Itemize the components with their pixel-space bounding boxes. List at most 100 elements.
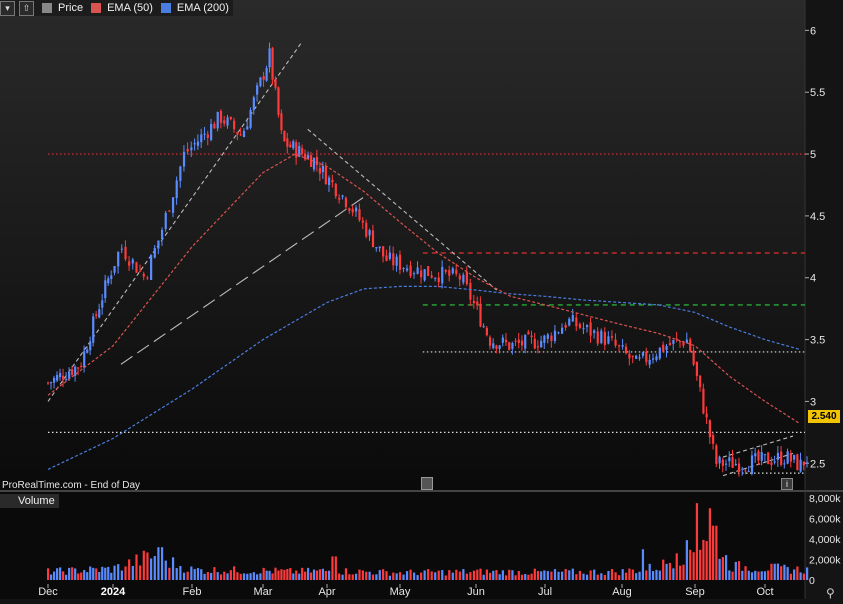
volume-bar-37	[168, 567, 171, 580]
x-tick-label-0: Dec	[38, 586, 58, 598]
candle-34	[157, 240, 160, 249]
candle-162	[582, 328, 585, 330]
volume-bar-100	[371, 574, 375, 580]
volume-bar-127	[465, 573, 468, 580]
volume-bar-31	[146, 552, 149, 580]
volume-bar-204	[724, 555, 728, 580]
x-tick-label-8: Aug	[612, 586, 632, 598]
candle-204	[724, 463, 728, 465]
volume-bar-101	[375, 574, 378, 580]
volume-bar-42	[186, 571, 189, 580]
candle-80	[306, 155, 310, 159]
info-icon[interactable]: i	[781, 478, 793, 490]
candle-109	[402, 267, 405, 270]
candle-181	[648, 359, 651, 365]
candle-115	[423, 269, 426, 281]
volume-bar-119	[437, 570, 440, 580]
volume-bar-48	[206, 572, 209, 580]
candle-62	[252, 97, 255, 111]
x-tick-label-2: Feb	[183, 586, 202, 598]
move-up-icon[interactable]: ⇧	[19, 0, 34, 16]
candle-195	[695, 361, 699, 377]
candle-169	[607, 336, 610, 344]
candle-100	[371, 230, 375, 247]
candle-74	[289, 144, 292, 148]
candle-103	[382, 246, 385, 257]
trend-line-2	[307, 128, 498, 291]
volume-bar-186	[665, 563, 668, 580]
candle-3	[56, 374, 59, 381]
candle-143	[517, 339, 520, 343]
candle-142	[514, 340, 517, 342]
candle-201	[715, 445, 718, 464]
volume-bar-181	[648, 563, 651, 580]
volume-bar-224	[789, 573, 792, 580]
candle-75	[292, 141, 295, 149]
candle-85	[321, 165, 325, 173]
candle-229	[806, 462, 809, 464]
candle-202	[718, 456, 721, 464]
volume-bar-139	[504, 575, 508, 580]
ema200-swatch	[160, 3, 171, 13]
volume-bar-150	[540, 571, 543, 580]
volume-bar-22	[113, 565, 116, 580]
candle-227	[799, 459, 802, 472]
volume-bar-38	[171, 557, 175, 580]
volume-bar-193	[689, 549, 692, 580]
candle-33	[153, 247, 156, 258]
candle-4	[59, 373, 62, 378]
volume-tick-label-4: 0	[809, 575, 815, 587]
volume-bar-195	[695, 503, 699, 580]
volume-bar-64	[259, 573, 262, 580]
last-price-tag: 2.540	[808, 410, 840, 423]
volume-bar-69	[274, 567, 277, 580]
candle-88	[331, 179, 334, 183]
candle-63	[256, 85, 259, 95]
volume-bar-183	[655, 569, 658, 580]
candle-42	[186, 148, 189, 152]
collapse-icon[interactable]: ▾	[0, 0, 15, 16]
candle-52	[219, 110, 223, 123]
candle-108	[398, 254, 402, 270]
volume-bar-82	[312, 569, 316, 580]
candle-113	[416, 267, 419, 274]
candle-185	[662, 344, 665, 352]
volume-bar-180	[645, 570, 648, 580]
volume-bar-24	[120, 570, 123, 580]
magnifier-icon[interactable]: ⚲	[826, 586, 835, 600]
volume-bar-30	[142, 550, 145, 580]
volume-bar-13	[86, 572, 89, 580]
volume-bar-105	[388, 575, 391, 580]
volume-bar-74	[289, 568, 292, 580]
candle-71	[280, 113, 283, 131]
volume-bar-208	[737, 561, 741, 580]
x-tick-label-1: 2024	[101, 586, 126, 598]
candle-111	[409, 265, 412, 277]
candle-1	[50, 382, 53, 384]
volume-bar-174	[624, 572, 628, 580]
volume-tick-label-1: 6,000k	[809, 514, 841, 526]
candle-145	[524, 334, 527, 349]
candle-19	[104, 280, 107, 299]
candle-226	[796, 454, 799, 471]
candle-39	[175, 180, 178, 199]
volume-bar-86	[324, 571, 327, 580]
candle-20	[107, 278, 110, 284]
volume-bar-138	[501, 570, 504, 580]
trend-line-4	[722, 435, 794, 458]
volume-bar-123	[451, 572, 454, 580]
candle-120	[441, 266, 444, 284]
candle-156	[561, 327, 564, 334]
calendar-icon[interactable]	[421, 477, 433, 490]
volume-bar-203	[721, 557, 724, 580]
volume-bar-215	[760, 571, 763, 580]
candle-56	[233, 120, 236, 130]
ema200-legend-label: EMA (200)	[176, 2, 229, 14]
volume-bar-89	[334, 556, 337, 580]
candle-183	[655, 356, 658, 360]
volume-bar-80	[306, 567, 310, 580]
volume-bar-40	[179, 565, 182, 580]
candle-46	[200, 134, 203, 143]
candle-224	[789, 454, 792, 462]
volume-bar-133	[485, 569, 488, 580]
